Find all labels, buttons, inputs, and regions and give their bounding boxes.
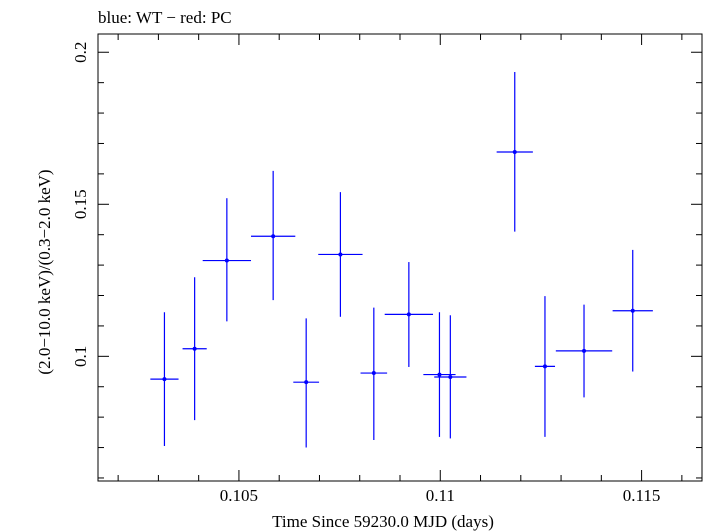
data-point: [318, 192, 363, 317]
x-tick-label: 0.115: [623, 486, 661, 505]
data-marker: [338, 252, 343, 257]
data-point: [360, 307, 388, 440]
data-marker: [192, 346, 197, 351]
data-marker: [630, 308, 635, 313]
data-marker: [512, 149, 517, 154]
y-axis: 0.1 0.15 0.2: [71, 42, 702, 479]
data-marker: [271, 234, 276, 239]
x-tick-label: 0.11: [426, 486, 455, 505]
data-point: [534, 296, 556, 437]
x-tick-label: 0.105: [220, 486, 258, 505]
x-axis: 0.105 0.11 0.115: [117, 34, 683, 505]
y-tick-label: 0.1: [71, 346, 90, 367]
series-layer: [150, 72, 653, 448]
data-point: [384, 262, 434, 367]
data-point: [251, 170, 296, 301]
data-point: [612, 249, 653, 372]
plot-frame: [97, 33, 703, 482]
data-point: [202, 198, 252, 322]
data-point: [182, 277, 207, 421]
data-point: [293, 318, 320, 448]
data-marker: [224, 258, 229, 263]
data-marker: [437, 372, 442, 377]
x-axis-title: Time Since 59230.0 MJD (days): [272, 512, 494, 531]
data-point: [150, 312, 179, 447]
data-marker: [304, 380, 309, 385]
y-tick-label: 0.2: [71, 42, 90, 63]
data-marker: [371, 371, 376, 376]
data-marker: [448, 375, 453, 380]
data-point: [423, 312, 456, 437]
y-tick-label: 0.15: [71, 189, 90, 219]
data-point: [555, 304, 613, 398]
data-marker: [162, 377, 167, 382]
y-axis-title: (2.0−10.0 keV)/(0.3−2.0 keV): [35, 169, 54, 374]
data-marker: [582, 348, 587, 353]
chart-title: blue: WT − red: PC: [98, 8, 232, 27]
data-marker: [542, 364, 547, 369]
data-marker: [406, 312, 411, 317]
data-point: [496, 72, 533, 232]
